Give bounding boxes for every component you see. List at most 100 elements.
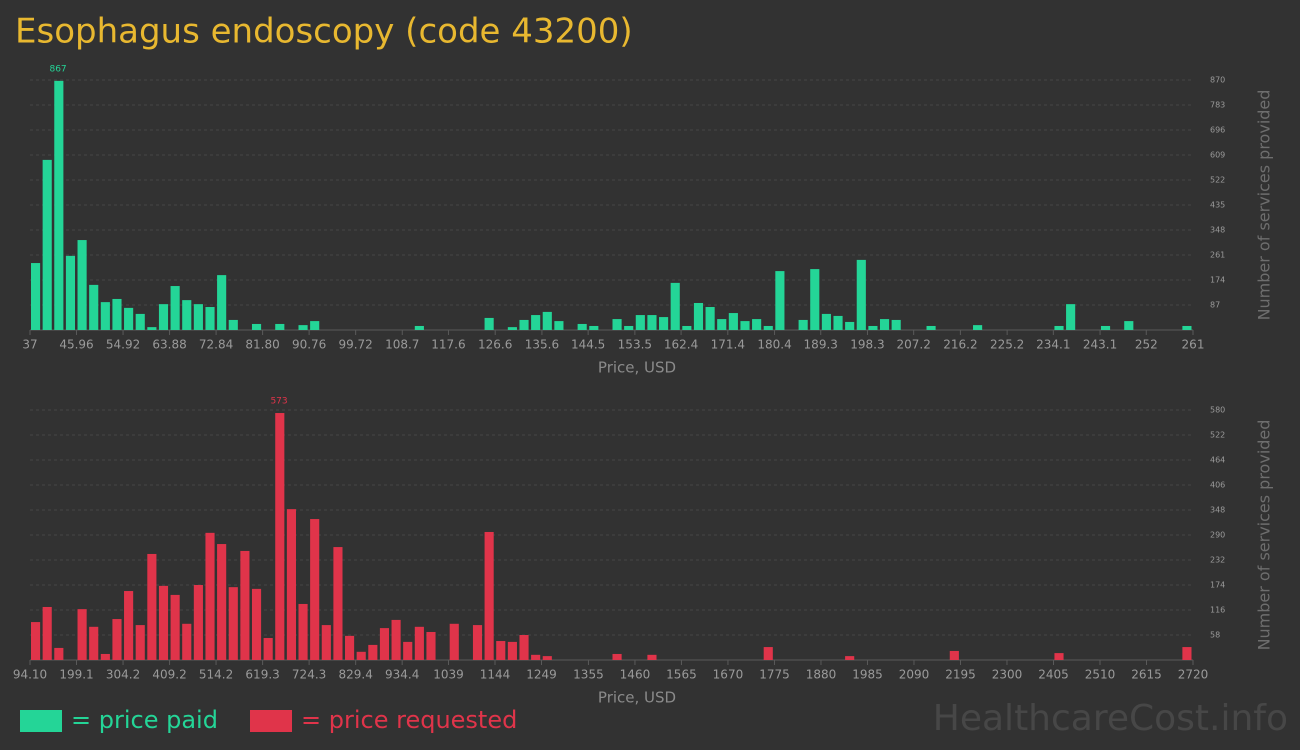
bar [1054,325,1064,330]
watermark: HealthcareCost.info [933,698,1288,739]
y-tick-label: 783 [1210,101,1225,110]
bar [333,547,343,660]
bar [298,603,308,660]
x-tick-label: 1355 [573,668,604,682]
bar [624,325,634,330]
bar [42,606,52,660]
x-tick-label: 198.3 [850,338,884,352]
bar [833,315,843,330]
bar [100,302,110,330]
bar [298,325,308,330]
x-tick-label: 514.2 [199,668,233,682]
legend-label: = price paid [71,706,218,734]
x-tick-label: 99.72 [338,338,372,352]
bar [728,313,738,330]
x-tick-label: 1985 [852,668,883,682]
bar [228,319,238,330]
bar [496,641,506,660]
bar [158,304,169,330]
bar [368,644,378,660]
legend-swatch [250,710,292,732]
bar [647,654,657,660]
bar [77,609,87,660]
y-tick-label: 174 [1210,581,1225,590]
bar [926,325,936,330]
y-tick-label: 348 [1210,226,1225,235]
x-tick-label: 2615 [1131,668,1162,682]
bar [31,263,41,330]
bar [89,626,99,660]
bar [879,319,890,330]
y-tick-label: 174 [1210,276,1225,285]
bar [1100,325,1111,330]
bar [310,321,320,330]
bar [519,319,529,330]
bar [670,282,680,330]
x-tick-label: 171.4 [711,338,745,352]
x-tick-label: 934.4 [385,668,419,682]
bar [891,319,901,330]
x-tick-label: 2300 [992,668,1023,682]
y-tick-label: 464 [1210,456,1225,465]
bar [217,544,227,660]
x-tick-label: 2195 [945,668,976,682]
x-tick-label: 724.3 [292,668,326,682]
bar [391,619,401,660]
bar [845,321,855,330]
x-tick-label: 37 [22,338,37,352]
bar [949,650,959,660]
bar [54,647,64,660]
legend-swatch [20,710,62,732]
bar [147,327,157,330]
x-tick-label: 1460 [620,668,651,682]
bar [240,550,250,660]
bar [426,631,436,660]
x-tick-label: 94.10 [13,668,47,682]
bar [182,623,192,660]
bar [217,275,227,330]
bar [1124,321,1134,330]
x-tick-label: 216.2 [943,338,977,352]
bar [182,300,192,330]
bar [472,625,483,660]
bar [1182,325,1192,330]
bar [647,315,657,330]
bar [507,641,517,660]
bar [356,651,366,660]
bar [170,594,180,660]
page-title: Esophagus endoscopy (code 43200) [15,12,633,52]
bar [321,625,331,660]
bar [635,315,645,330]
bar [228,587,238,660]
x-tick-label: 1249 [526,668,557,682]
x-tick-label: 117.6 [431,338,465,352]
bar [1066,304,1076,330]
x-tick-label: 199.1 [59,668,93,682]
y-tick-label: 522 [1210,431,1225,440]
bar [705,307,715,330]
bar [124,591,134,660]
x-tick-label: 144.5 [571,338,605,352]
x-tick-label: 108.7 [385,338,419,352]
bar [275,413,285,660]
bar [286,509,296,660]
bar [763,325,773,330]
x-tick-label: 252 [1135,338,1158,352]
x-tick-label: 304.2 [106,668,140,682]
bar [31,622,41,660]
x-tick-label: 180.4 [757,338,791,352]
bar [1054,653,1064,660]
bar [507,327,517,330]
bar [414,626,424,660]
bar [135,625,145,660]
bar [682,325,692,330]
bar [414,325,424,330]
bar [542,656,552,660]
x-tick-label: 2720 [1178,668,1209,682]
x-tick-label: 90.76 [292,338,326,352]
y-tick-label: 609 [1210,151,1225,160]
bar [484,531,494,660]
bar [65,255,76,330]
bar [775,271,785,330]
